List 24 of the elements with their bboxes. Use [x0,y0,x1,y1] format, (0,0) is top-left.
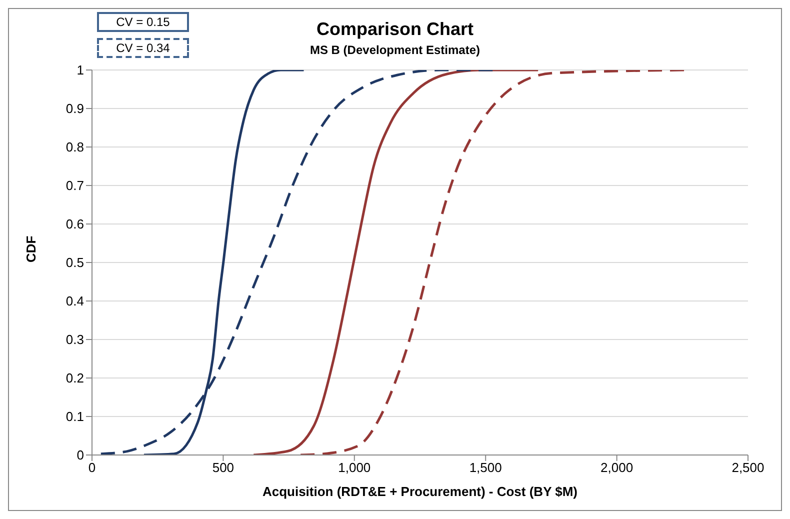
y-tick-label: 0.1 [66,409,84,424]
y-axis-title: CDF [24,236,39,262]
legend-box: CV = 0.15 [97,12,189,32]
x-tick-label: 2,500 [732,460,764,476]
y-tick-label: 0.8 [66,140,84,155]
chart-subtitle: MS B (Development Estimate) [310,43,480,57]
y-tick-label: 0 [76,448,84,463]
y-tick-label: 0.6 [66,216,84,232]
x-tick-label: 2,000 [600,460,634,476]
x-tick-label: 1,000 [338,460,371,476]
y-tick-label: 0.3 [66,332,84,348]
y-tick-label: 0.9 [66,101,84,116]
x-tick-label: 1,500 [469,460,502,476]
x-tick-label: 0 [88,460,96,476]
y-tick-label: 1 [76,62,84,78]
y-tick-label: 0.5 [66,255,84,270]
chart-title: Comparison Chart [316,19,474,39]
y-tick-label: 0.7 [66,178,84,194]
line-series [252,70,540,455]
x-axis-title: Acquisition (RDT&E + Procurement) - Cost (BY $M) [262,484,578,499]
y-tick-label: 0.4 [66,294,84,309]
legend-box: CV = 0.34 [97,38,189,58]
y-tick-label: 0.2 [66,370,84,386]
x-tick-label: 500 [212,460,234,476]
